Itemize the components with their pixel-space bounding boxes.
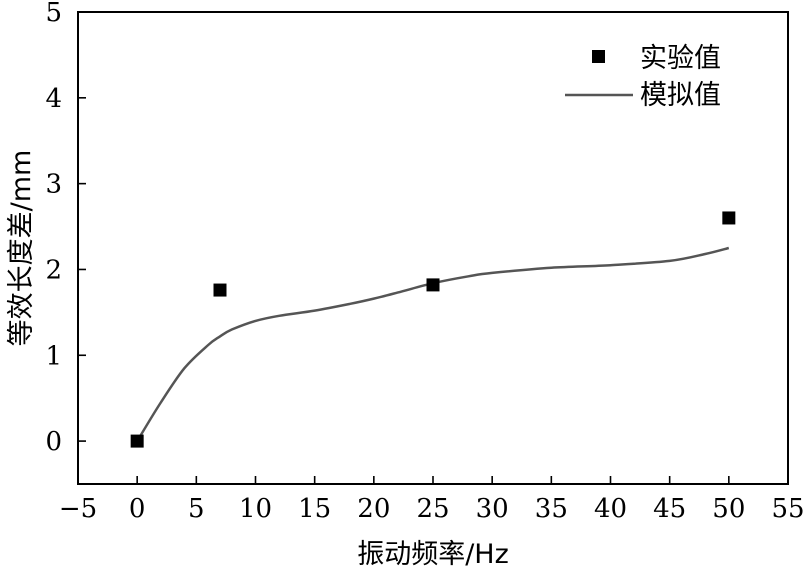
x-tick-label: 0: [129, 494, 146, 524]
x-tick-label: 20: [357, 494, 390, 524]
x-tick-label: 40: [594, 494, 627, 524]
x-tick-label: 30: [476, 494, 509, 524]
y-axis-title: 等效长度差/mm: [6, 150, 37, 347]
legend-label-experimental: 实验值: [640, 43, 721, 74]
x-axis-title: 振动频率/Hz: [357, 539, 509, 570]
x-tick-label: 45: [653, 494, 686, 524]
x-tick-label: 15: [298, 494, 331, 524]
x-tick-label: 55: [771, 494, 804, 524]
y-tick-label: 0: [45, 427, 62, 457]
legend: 实验值 模拟值: [565, 43, 721, 111]
data-point-experimental: [722, 211, 736, 225]
y-tick-label: 1: [45, 341, 62, 371]
x-tick-label: 25: [416, 494, 449, 524]
y-tick-label: 5: [45, 0, 62, 28]
x-tick-label: 35: [535, 494, 568, 524]
legend-marker-experimental: [592, 50, 605, 63]
series-line-simulated: [136, 246, 730, 442]
x-tick-label: 5: [188, 494, 205, 524]
x-tick-label: 50: [712, 494, 745, 524]
x-tick-label: −5: [59, 494, 97, 524]
data-point-experimental: [130, 434, 144, 448]
y-tick-label: 2: [45, 255, 62, 285]
series-layer: [130, 211, 736, 448]
data-point-experimental: [426, 278, 440, 292]
y-tick-label: 3: [45, 170, 62, 200]
x-tick-label: 10: [239, 494, 272, 524]
legend-label-simulated: 模拟值: [640, 80, 721, 111]
x-axis-ticks: −5 0 5 10 15 20 25 30 35 40 45 50 55: [59, 476, 805, 524]
data-point-experimental: [213, 283, 227, 297]
y-tick-label: 4: [45, 84, 62, 114]
y-axis-ticks: 0 1 2 3 4 5: [45, 0, 86, 457]
